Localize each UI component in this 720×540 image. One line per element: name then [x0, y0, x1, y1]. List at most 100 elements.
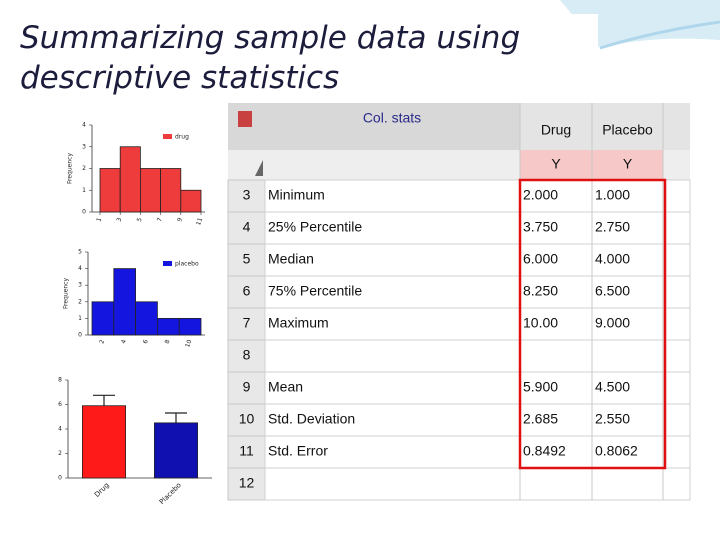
- bar: [178, 317, 202, 336]
- y-tick-label: 2: [82, 165, 86, 172]
- header-left: [228, 103, 520, 150]
- y-axis-label: Frequency: [63, 278, 70, 309]
- row-label: Std. Error: [268, 443, 328, 459]
- bar: [82, 405, 127, 479]
- x-tick-label: 11: [195, 217, 204, 227]
- row-number: 6: [243, 283, 251, 299]
- subheader: Y: [551, 156, 561, 172]
- y-tick-label: 2: [78, 298, 82, 305]
- y-tick-label: 2: [58, 450, 62, 457]
- title-box: [18, 14, 598, 102]
- column-header: Drug: [541, 122, 571, 138]
- cell-value: 2.685: [523, 411, 558, 427]
- row-number-cell: [227, 243, 266, 277]
- row-number: 4: [243, 219, 251, 235]
- y-tick-label: 3: [78, 282, 82, 289]
- corner-mark: [255, 160, 263, 176]
- bar: [153, 422, 198, 479]
- cell-value: 1.000: [595, 187, 630, 203]
- row-cells: [264, 243, 691, 277]
- bar: [113, 268, 137, 336]
- cell-value: 9.000: [595, 315, 630, 331]
- x-tick-label: 8: [164, 339, 172, 345]
- y-axis-label: Frequency: [67, 153, 74, 184]
- x-tick-label: Placebo: [158, 481, 183, 506]
- row-number: 3: [243, 187, 251, 203]
- subheader-cell: [520, 150, 592, 180]
- row-number: 5: [243, 251, 251, 267]
- row-number-cell: [227, 275, 266, 309]
- row-number-cell: [227, 403, 266, 437]
- cell-value: 4.000: [595, 251, 630, 267]
- y-tick-label: 4: [78, 265, 82, 272]
- row-label: Median: [268, 251, 314, 267]
- bar: [99, 168, 121, 213]
- table-title: Col. stats: [363, 110, 421, 126]
- row-label: Maximum: [268, 315, 329, 331]
- row-number-cell: [227, 339, 266, 373]
- x-tick-label: 2: [98, 339, 106, 345]
- x-tick-label: 3: [116, 217, 124, 223]
- row-number-cell: [227, 211, 266, 245]
- row-number: 10: [239, 411, 255, 427]
- row-label: 25% Percentile: [268, 219, 362, 235]
- x-tick-label: Drug: [93, 481, 111, 499]
- bar: [135, 301, 158, 336]
- row-cells: [264, 403, 691, 437]
- cell-value: 6.000: [523, 251, 558, 267]
- y-tick-label: 3: [82, 143, 86, 150]
- title: Summarizing sample data using descriptive…: [20, 20, 520, 96]
- legend-swatch: [163, 134, 172, 139]
- y-tick-label: 1: [82, 187, 86, 194]
- legend-label: placebo: [175, 261, 199, 268]
- icon: [238, 111, 252, 127]
- cell-value: 2.750: [595, 219, 630, 235]
- y-tick-label: 1: [78, 315, 82, 322]
- row-cells: [264, 371, 691, 405]
- decoration: [599, 20, 720, 50]
- subheader-cell: [592, 150, 663, 180]
- x-tick-label: 7: [156, 217, 164, 223]
- y-tick-label: 5: [78, 249, 82, 256]
- subheader: Y: [623, 156, 633, 172]
- cell-value: 10.00: [523, 315, 558, 331]
- row-number: 9: [243, 379, 251, 395]
- column-header: Placebo: [602, 122, 653, 138]
- cell-value: 4.500: [595, 379, 630, 395]
- row-label: Std. Deviation: [268, 411, 355, 427]
- row-cells: [264, 179, 691, 213]
- x-tick-label: 10: [184, 339, 193, 349]
- legend-label: drug: [175, 134, 189, 141]
- y-tick-label: 6: [58, 401, 62, 408]
- row-number: 12: [239, 475, 255, 491]
- y-tick-label: 0: [58, 475, 62, 482]
- y-tick-label: 8: [58, 377, 62, 384]
- x-tick-label: 6: [142, 339, 150, 345]
- decoration: [560, 0, 720, 48]
- bar: [160, 168, 182, 213]
- cell-value: 2.550: [595, 411, 630, 427]
- x-tick-label: 1: [95, 217, 103, 223]
- x-tick-label: 9: [176, 217, 184, 223]
- row-number: 8: [243, 347, 251, 363]
- row-label: 75% Percentile: [268, 283, 362, 299]
- x-tick-label: 5: [136, 217, 144, 223]
- bar: [119, 146, 141, 213]
- bar: [156, 317, 180, 336]
- y-tick-label: 0: [78, 332, 82, 339]
- row-cells: [264, 275, 691, 309]
- cell-value: 6.500: [595, 283, 630, 299]
- row-label: Minimum: [268, 187, 325, 203]
- charts: 0 1 2 3 4 Frequency drug 1 3 5 7 9 11 0 1 2 3 4 5 Frequency…: [58, 122, 212, 506]
- row-label: Mean: [268, 379, 303, 395]
- y-tick-label: 4: [58, 426, 62, 433]
- cell-value: 0.8492: [523, 443, 566, 459]
- row-cells: [264, 339, 691, 373]
- bar: [139, 168, 161, 213]
- cell-value: 8.250: [523, 283, 558, 299]
- legend-swatch: [163, 261, 172, 266]
- row-cells: [264, 435, 691, 469]
- table: Col. stats Drug Placebo Y Y 3 Minimum 2.000 1.00…: [227, 103, 691, 501]
- cell-value: 3.750: [523, 219, 558, 235]
